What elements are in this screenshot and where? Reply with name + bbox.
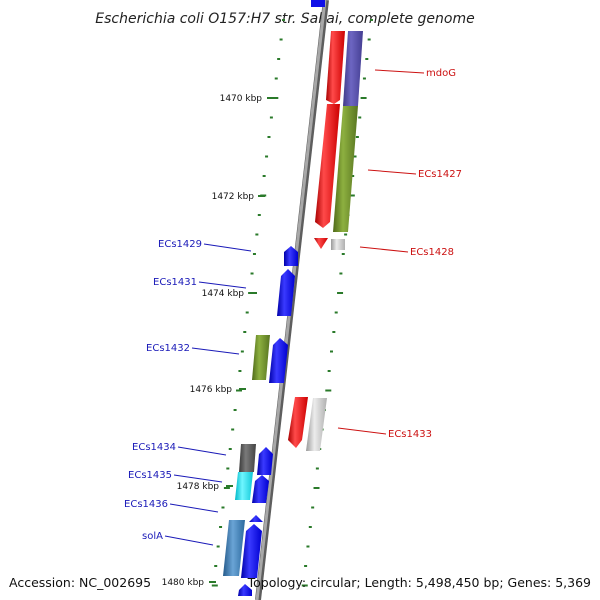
gene-label-ECs1433[interactable]: ECs1433: [388, 429, 432, 440]
gene-ECs1435-domain-feature[interactable]: [235, 472, 253, 500]
tick-1480: 1480 kbp: [162, 578, 216, 588]
tick-label: 1470 kbp: [220, 94, 263, 104]
gene-ECs1436-feature[interactable]: [249, 515, 263, 522]
gene-mdoG-feature[interactable]: [326, 31, 345, 104]
gene-ECs1432-domain-feature[interactable]: [252, 335, 270, 380]
coordinate-ticks: 1470 kbp 1472 kbp 1474 kbp 1476 kbp 1478…: [162, 94, 274, 588]
gene-ECs1428-domain-feature[interactable]: [331, 239, 345, 250]
accession-text: Accession: NC_002695: [9, 575, 151, 590]
gene-label-ECs1431[interactable]: ECs1431: [153, 277, 197, 288]
tick-label: 1478 kbp: [177, 482, 220, 492]
tick-label: 1476 kbp: [190, 385, 233, 395]
gene-ECs1433-feature[interactable]: [288, 397, 308, 448]
gene-ECs1434-feature[interactable]: [257, 447, 273, 475]
gene-label-ECs1428[interactable]: ECs1428: [410, 247, 454, 258]
gene-features: [223, 31, 363, 596]
gene-label-ECs1435[interactable]: ECs1435: [128, 470, 172, 481]
gene-ECs1428-feature[interactable]: [314, 238, 328, 249]
gene-label-ECs1432[interactable]: ECs1432: [146, 343, 190, 354]
gene-feature-top[interactable]: [311, 0, 325, 7]
gene-bottom-feature[interactable]: [238, 584, 252, 596]
gene-ECs1427-feature[interactable]: [315, 104, 340, 228]
gene-ECs1435-feature[interactable]: [252, 475, 269, 503]
tick-label: 1472 kbp: [212, 192, 255, 202]
gene-label-ECs1429[interactable]: ECs1429: [158, 239, 202, 250]
gene-ECs1432-feature[interactable]: [269, 338, 288, 383]
gene-label-ECs1434[interactable]: ECs1434: [132, 442, 176, 453]
gene-ECs1427-domain-feature[interactable]: [333, 106, 358, 232]
gene-label-mdoG[interactable]: mdoG: [426, 68, 456, 79]
gene-ECs1429-feature[interactable]: [284, 246, 298, 266]
tick-label: 1480 kbp: [162, 578, 205, 588]
gene-ECs1431-feature[interactable]: [277, 269, 295, 316]
tick-1472: 1472 kbp: [212, 192, 265, 202]
gene-labels: mdoG ECs1427 ECs1428 ECs1429 ECs1431 ECs…: [124, 68, 462, 546]
tick-1474: 1474 kbp: [202, 289, 257, 299]
gene-solA-domain-feature[interactable]: [223, 520, 245, 576]
tick-1476: 1476 kbp: [190, 385, 246, 395]
gene-label-ECs1427[interactable]: ECs1427: [418, 169, 462, 180]
tick-label: 1474 kbp: [202, 289, 245, 299]
genome-summary-text: Topology: circular; Length: 5,498,450 bp…: [247, 575, 591, 590]
gene-ECs1433-domain-feature[interactable]: [306, 398, 327, 451]
gene-label-solA[interactable]: solA: [142, 531, 163, 542]
gene-solA-feature[interactable]: [241, 524, 262, 578]
gene-mdoG-domain-feature[interactable]: [343, 31, 363, 106]
gene-label-ECs1436[interactable]: ECs1436: [124, 499, 168, 510]
tick-1478: 1478 kbp: [177, 482, 233, 492]
gene-ECs1434-domain-feature[interactable]: [239, 444, 256, 472]
tick-1470: 1470 kbp: [220, 94, 274, 104]
